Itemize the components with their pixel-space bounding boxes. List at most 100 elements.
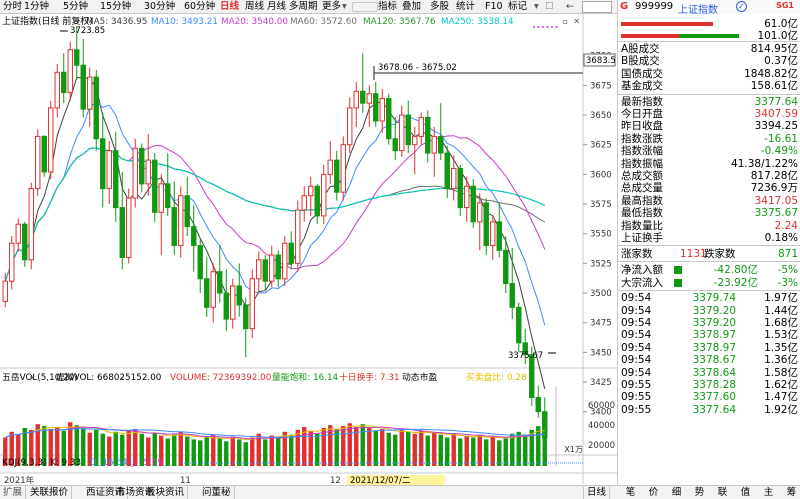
candle[interactable]	[204, 257, 210, 317]
candle[interactable]	[15, 218, 21, 252]
candle[interactable]	[217, 245, 223, 303]
volume-bar[interactable]	[386, 432, 391, 466]
candle[interactable]	[392, 117, 398, 161]
toolbar-tab-2[interactable]: 5分钟	[63, 1, 89, 12]
volume-bar[interactable]	[230, 436, 235, 466]
volume-bar[interactable]	[87, 432, 92, 466]
volume-bar[interactable]	[295, 429, 300, 466]
candle[interactable]	[503, 236, 509, 294]
close-icon[interactable]: ✕	[573, 17, 580, 26]
candle[interactable]	[28, 182, 34, 270]
volume-bar[interactable]	[237, 439, 242, 466]
volume-bar[interactable]	[100, 433, 105, 466]
candle[interactable]	[223, 269, 229, 332]
volume-bar[interactable]	[542, 429, 547, 466]
candle[interactable]	[464, 176, 470, 222]
candle[interactable]	[113, 131, 119, 222]
toolbar-tab-9[interactable]: 多周期	[289, 1, 318, 12]
bottom-tab-5[interactable]: 问董秘	[199, 486, 235, 499]
volume-bar[interactable]	[282, 431, 287, 466]
volume-bar[interactable]	[139, 433, 144, 466]
candle[interactable]	[340, 136, 346, 201]
volume-bar[interactable]	[42, 426, 47, 466]
toolbar-tool-1[interactable]: 叠加	[402, 1, 422, 12]
volume-bar[interactable]	[178, 431, 183, 466]
candle[interactable]	[35, 129, 41, 196]
candle[interactable]	[308, 176, 314, 216]
toolbar-stepper[interactable]	[352, 2, 378, 12]
candle[interactable]	[386, 93, 392, 145]
volume-bar[interactable]	[341, 426, 346, 466]
volume-bar[interactable]	[490, 436, 495, 466]
volume-bar[interactable]	[198, 440, 203, 466]
candle[interactable]	[106, 141, 112, 205]
volume-bar[interactable]	[152, 432, 157, 466]
candle[interactable]	[418, 112, 424, 145]
candle[interactable]	[412, 126, 418, 175]
candle[interactable]	[22, 221, 28, 267]
bottom-tab-2[interactable]: 西证资讯	[83, 486, 129, 499]
candle[interactable]	[509, 247, 515, 320]
candle[interactable]	[165, 153, 171, 216]
volume-bar[interactable]	[308, 430, 313, 466]
volume-bar[interactable]	[81, 428, 86, 466]
bottom-tab-3[interactable]: 市场资讯	[113, 486, 159, 499]
toolbar-tool-4[interactable]: F10	[485, 1, 503, 12]
candle[interactable]	[295, 200, 301, 272]
volume-bar[interactable]	[211, 434, 216, 466]
candle[interactable]	[275, 250, 281, 288]
candle[interactable]	[477, 193, 483, 251]
bottom-period-button[interactable]: 日线	[583, 486, 611, 499]
candle[interactable]	[9, 236, 15, 290]
volume-bar[interactable]	[412, 433, 417, 466]
candle[interactable]	[334, 150, 340, 201]
checkbox-icon[interactable]: ☐	[545, 1, 554, 12]
candle[interactable]	[243, 297, 249, 358]
volume-bar[interactable]	[243, 442, 248, 466]
toolbar-tab-5[interactable]: 60分钟	[184, 1, 216, 12]
candle[interactable]	[405, 100, 411, 154]
back-arrow-icon[interactable]: ←	[566, 1, 574, 12]
candle[interactable]	[152, 153, 158, 222]
volume-bar[interactable]	[256, 433, 261, 466]
toolbar-tool-3[interactable]: 统计	[456, 1, 476, 12]
toolbar-tool-0[interactable]: 指标	[378, 1, 398, 12]
toolbar-tab-1[interactable]: 1分钟	[24, 1, 50, 12]
candle[interactable]	[61, 53, 67, 104]
candle[interactable]	[483, 198, 489, 256]
candle[interactable]	[256, 251, 262, 294]
more-chevron-icon[interactable]: ▾	[342, 1, 347, 12]
candle[interactable]	[119, 171, 125, 270]
volume-bar[interactable]	[464, 435, 469, 466]
candle[interactable]	[529, 346, 535, 406]
kdj-dropdown-icon[interactable]: ▾	[42, 459, 46, 467]
toolbar-tab-10[interactable]: 更多	[322, 1, 342, 12]
volume-bar[interactable]	[503, 438, 508, 466]
volume-bar[interactable]	[523, 434, 528, 466]
volume-bar[interactable]	[185, 436, 190, 466]
volume-bar[interactable]	[302, 427, 307, 466]
bottom-tab-1[interactable]: 关联报价	[27, 486, 73, 499]
candle[interactable]	[249, 269, 255, 339]
volume-bar[interactable]	[172, 434, 177, 466]
candle[interactable]	[67, 41, 73, 101]
candle[interactable]	[87, 67, 93, 127]
volume-bar[interactable]	[484, 439, 489, 466]
candle[interactable]	[431, 126, 437, 177]
volume-bar[interactable]	[347, 423, 352, 466]
volume-bar[interactable]	[354, 427, 359, 466]
volume-bar[interactable]	[94, 429, 99, 466]
toolbar-tab-3[interactable]: 15分钟	[100, 1, 132, 12]
volume-bar[interactable]	[55, 427, 60, 466]
candle[interactable]	[178, 186, 184, 258]
volume-bar[interactable]	[367, 428, 372, 466]
toolbar-tab-0[interactable]: 分时	[3, 1, 23, 12]
volume-bar[interactable]	[419, 430, 424, 466]
volume-bar[interactable]	[321, 428, 326, 466]
candle[interactable]	[353, 81, 359, 127]
volume-bar[interactable]	[373, 430, 378, 466]
volume-bar[interactable]	[510, 433, 515, 466]
candle[interactable]	[327, 141, 333, 184]
candle[interactable]	[126, 188, 132, 264]
candle[interactable]	[54, 64, 60, 118]
